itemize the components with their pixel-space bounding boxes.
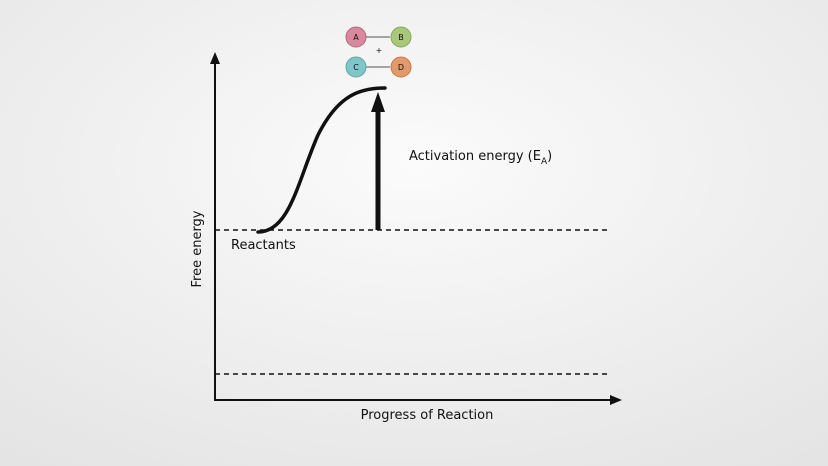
molecule — [345, 26, 367, 48]
molecule-label: C — [353, 63, 359, 72]
y-axis-arrow — [210, 52, 220, 64]
y-axis-label: Free energy — [190, 210, 205, 287]
x-axis-arrow — [610, 395, 622, 405]
x-axis-label: Progress of Reaction — [361, 408, 494, 423]
molecule — [390, 56, 412, 78]
energy-curve — [256, 86, 387, 234]
activation-text: Activation energy (E — [409, 149, 541, 164]
activation-arrowhead — [371, 92, 385, 112]
molecule — [390, 26, 412, 48]
molecule-label: D — [398, 63, 404, 72]
plus-sign: + — [376, 46, 383, 55]
reactants-label: Reactants — [231, 238, 296, 253]
molecule — [345, 56, 367, 78]
molecule-label: A — [353, 33, 359, 42]
molecule-label: B — [398, 33, 404, 42]
activation-label: Activation energy (EA) — [409, 149, 552, 167]
activation-subscript: A — [541, 157, 548, 167]
activation-close: ) — [547, 149, 552, 164]
